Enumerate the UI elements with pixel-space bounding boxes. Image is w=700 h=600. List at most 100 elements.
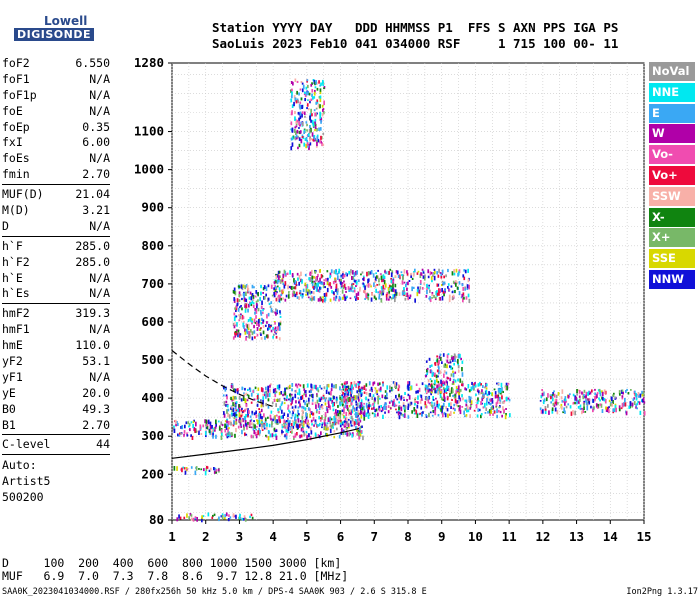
echo-point <box>505 386 507 391</box>
echo-point <box>205 426 208 429</box>
echo-point <box>211 516 214 519</box>
echo-point <box>295 423 297 428</box>
echo-point <box>355 406 358 411</box>
echo-point <box>425 295 428 298</box>
echo-point <box>275 280 277 284</box>
echo-point <box>234 331 237 333</box>
echo-point <box>422 275 425 279</box>
echo-point <box>382 382 384 387</box>
echo-point <box>336 291 339 295</box>
echo-point <box>270 329 273 333</box>
echo-point <box>450 390 453 394</box>
echo-point <box>638 401 641 405</box>
echo-point <box>246 328 248 331</box>
echo-point <box>315 289 318 292</box>
echo-point <box>343 392 346 398</box>
echo-point <box>461 293 464 298</box>
echo-point <box>263 413 265 418</box>
echo-point <box>265 386 267 390</box>
echo-point <box>315 80 317 85</box>
echo-point <box>550 401 552 404</box>
echo-point <box>416 413 419 418</box>
echo-point <box>230 396 232 401</box>
echo-point <box>404 408 406 413</box>
echo-point <box>253 318 256 324</box>
echo-point <box>199 428 202 431</box>
echo-point <box>399 411 401 415</box>
echo-point <box>447 385 450 388</box>
echo-point <box>239 422 242 426</box>
echo-point <box>439 272 442 274</box>
echo-point <box>481 396 484 400</box>
legend-entry: E <box>649 103 695 123</box>
echo-point <box>299 434 301 439</box>
echo-point <box>457 391 459 394</box>
echo-point <box>599 390 601 394</box>
echo-point <box>313 137 316 141</box>
echo-point <box>455 390 458 395</box>
echo-point <box>429 402 431 405</box>
echo-point <box>264 417 267 422</box>
echo-point <box>437 274 440 278</box>
echo-point <box>318 281 321 284</box>
echo-point <box>239 333 242 336</box>
echo-point <box>603 389 606 394</box>
echo-point <box>243 392 245 395</box>
echo-point <box>312 96 314 100</box>
echo-point <box>508 398 511 402</box>
echo-point <box>316 276 318 281</box>
echo-point <box>348 405 351 408</box>
echo-point <box>347 391 349 396</box>
echo-point <box>355 298 357 301</box>
legend-entry: W <box>649 124 695 144</box>
echo-point <box>608 406 610 409</box>
echo-point <box>462 295 465 298</box>
echo-point <box>330 269 333 274</box>
echo-point <box>463 410 465 415</box>
echo-point <box>276 419 279 424</box>
echo-point <box>180 432 182 435</box>
echo-point <box>291 406 294 409</box>
echo-point <box>173 425 175 429</box>
echo-point <box>251 410 254 415</box>
echo-point <box>277 411 280 414</box>
echo-point <box>319 297 322 302</box>
echo-point <box>357 291 360 296</box>
echo-point <box>459 353 461 359</box>
echo-point <box>319 417 322 420</box>
echo-point <box>284 398 286 402</box>
echo-point <box>182 466 185 469</box>
echo-point <box>599 392 602 397</box>
echo-point <box>456 400 459 404</box>
echo-point <box>443 381 446 386</box>
echo-point <box>436 403 439 408</box>
echo-point <box>322 298 324 303</box>
echo-point <box>457 363 459 366</box>
echo-point <box>393 288 395 293</box>
echo-point <box>361 407 364 411</box>
echo-point <box>251 293 254 297</box>
echo-point <box>290 98 293 103</box>
echo-point <box>343 399 345 403</box>
echo-point <box>490 398 493 401</box>
echo-point <box>233 388 235 393</box>
echo-point <box>319 115 322 119</box>
echo-point <box>270 301 273 304</box>
echo-point <box>221 424 224 426</box>
echo-point <box>427 396 430 399</box>
echo-point <box>443 293 445 297</box>
echo-point <box>294 416 296 422</box>
echo-point <box>417 401 419 404</box>
echo-point <box>280 297 283 301</box>
echo-point <box>352 397 355 400</box>
echo-point <box>460 296 463 299</box>
echo-point <box>239 313 242 316</box>
echo-point <box>444 291 446 294</box>
echo-point <box>380 286 383 290</box>
echo-point <box>323 100 325 106</box>
echo-point <box>246 399 249 402</box>
echo-point <box>328 391 330 395</box>
echo-point <box>381 406 384 411</box>
echo-point <box>309 113 312 118</box>
echo-point <box>291 104 294 108</box>
